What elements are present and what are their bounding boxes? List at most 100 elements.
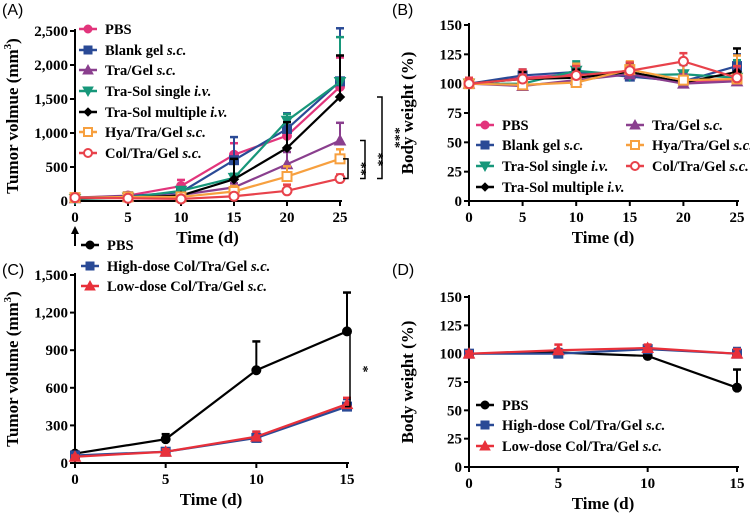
x-tick-label: 15: [227, 210, 242, 226]
data-point: [333, 133, 347, 146]
data-point: [551, 343, 565, 356]
legend-item: Hya/Tra/Gel s.c.: [626, 138, 750, 154]
data-point: [570, 69, 582, 81]
legend-marker: [480, 420, 490, 430]
legend-item: Tra-Sol multiple i.v.: [79, 105, 227, 121]
data-point: [228, 190, 240, 202]
x-tick-label: 0: [465, 210, 473, 226]
legend-marker: [479, 161, 491, 173]
panel-label: (C): [2, 262, 24, 279]
legend-marker: [630, 140, 640, 150]
x-tick-label: 0: [71, 472, 79, 488]
y-tick-label: 75: [447, 375, 462, 391]
x-tick-label: 10: [249, 472, 264, 488]
series-col-tra-gel-s-c-: [463, 51, 743, 90]
series-line: [74, 403, 348, 458]
y-axis-label: Tumor volmue (mm3): [2, 38, 22, 194]
bracket-line: [377, 96, 383, 180]
y-tick-label: 100: [440, 77, 463, 93]
x-tick-label: 10: [640, 476, 655, 492]
y-axis-label: Body weight (%): [398, 52, 417, 175]
legend-marker: [83, 127, 93, 137]
data-point: [334, 91, 346, 103]
y-tick-label: 150: [440, 18, 463, 34]
series-line: [468, 346, 738, 355]
bracket-line: [360, 139, 366, 180]
y-tick-label: 1,500: [34, 92, 68, 108]
series-low-dose-col-tra-gel-s-c-: [462, 341, 744, 359]
legend-label: Hya/Tra/Gel s.c.: [652, 138, 750, 154]
x-tick-label: 5: [555, 476, 563, 492]
legend-marker: [629, 118, 641, 130]
legend-label: Hya/Tra/Gel s.c.: [105, 125, 206, 141]
y-tick-label: 1,000: [34, 126, 68, 142]
legend-item: Low-dose Col/Tra/Gel s.c.: [81, 279, 267, 295]
series-line: [74, 85, 341, 199]
legend-item: Col/Tra/Gel s.c.: [626, 159, 749, 175]
legend-item: Hya/Tra/Gel s.c.: [79, 125, 206, 141]
legend-item: Tra-Sol single i.v.: [476, 159, 608, 175]
legend-item: PBS: [476, 118, 529, 134]
y-axis-label: Tumor volume (mm3): [2, 291, 22, 447]
bracket-line: [343, 158, 349, 180]
bracket-line: [345, 330, 351, 408]
x-tick-label: 0: [71, 210, 79, 226]
legend-marker: [85, 240, 95, 250]
data-point: [160, 434, 171, 445]
data-point: [281, 142, 293, 154]
x-tick-label: 5: [162, 472, 170, 488]
injection-arrow-head-icon: [71, 226, 79, 234]
data-point: [281, 171, 293, 183]
legend-item: Blank gel s.c.: [476, 138, 583, 154]
panel-a: (A) 0 5 10 15 20 25 0 500 1,000 1,500 2,000 2,500 Tim…: [2, 2, 402, 247]
series-line: [74, 330, 348, 455]
y-tick-label: 1,500: [34, 268, 68, 284]
significance-label: ***: [387, 127, 402, 148]
panel-label: (B): [392, 2, 413, 19]
legend-item: Tra-Sol multiple i.v.: [476, 180, 624, 196]
legend-marker: [480, 182, 490, 192]
data-point: [68, 450, 82, 462]
legend-marker: [479, 439, 491, 451]
legend-item: Tra/Gel s.c.: [79, 63, 176, 79]
legend-label: Tra-Sol single i.v.: [502, 159, 608, 175]
y-tick-label: 500: [46, 160, 69, 176]
legend-label: Col/Tra/Gel s.c.: [652, 159, 749, 175]
legend-item: PBS: [476, 398, 529, 414]
legend-label: Tra/Gel s.c.: [652, 118, 723, 134]
series-line: [74, 157, 341, 199]
legend-marker: [82, 86, 94, 98]
data-point: [462, 347, 476, 359]
data-point: [732, 382, 742, 393]
legend-marker: [480, 400, 490, 410]
legend-marker: [480, 120, 490, 130]
series-line: [468, 351, 738, 389]
series-low-dose-col-tra-gel-s-c-: [68, 396, 354, 462]
x-tick-label: 5: [519, 210, 527, 226]
x-tick-label: 25: [333, 210, 348, 226]
legend-item: PBS: [81, 238, 134, 254]
legend-label: Low-dose Col/Tra/Gel s.c.: [502, 439, 662, 455]
y-tick-label: 600: [46, 381, 69, 397]
legend-marker: [83, 107, 93, 117]
y-tick-label: 125: [440, 47, 463, 63]
x-tick-label: 15: [340, 472, 355, 488]
series-line: [468, 68, 738, 86]
panel-c: (C) 0 5 10 15 0 300 600 900 1,200 1,500 Time (d) Tum…: [2, 238, 370, 509]
x-axis-label: Time (d): [572, 494, 635, 513]
panel-label: (D): [392, 262, 414, 279]
data-point: [228, 174, 240, 185]
y-tick-label: 1,200: [34, 306, 68, 322]
y-tick-label: 2,500: [34, 24, 68, 40]
x-tick-label: 20: [676, 210, 691, 226]
data-point: [677, 55, 689, 67]
x-tick-label: 15: [622, 210, 637, 226]
data-point: [730, 347, 744, 359]
series-pbs: [70, 291, 352, 459]
x-tick-label: 25: [730, 210, 745, 226]
legend-marker: [83, 24, 93, 34]
legend-label: Blank gel s.c.: [105, 43, 186, 59]
